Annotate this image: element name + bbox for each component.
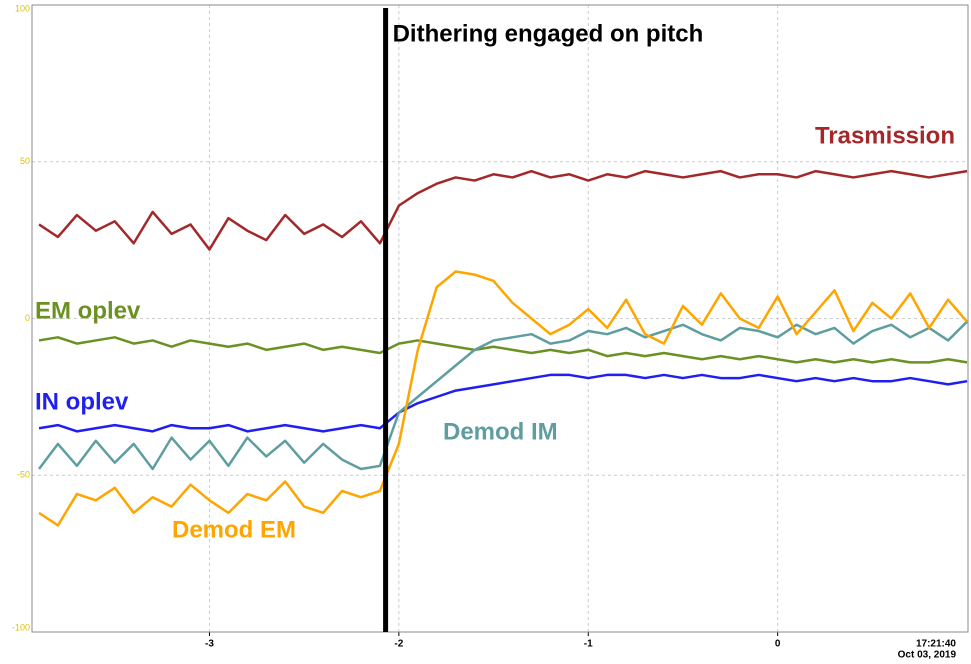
y-tick-label: 100	[15, 3, 30, 13]
series-line	[38, 320, 968, 471]
series-label: IN oplev	[35, 388, 129, 415]
plot-frame	[31, 4, 969, 633]
series-label: EM oplev	[35, 297, 141, 324]
timestamp: Oct 03, 2019	[898, 650, 957, 661]
series-label: Demod IM	[443, 418, 558, 445]
series-line	[38, 270, 968, 527]
y-tick-label: 0	[25, 313, 30, 323]
x-tick-label: 0	[775, 639, 781, 650]
timestamp: 17:21:40	[916, 639, 956, 650]
y-tick-label: -50	[17, 470, 30, 480]
y-tick-label: 50	[20, 156, 30, 166]
series-label: Demod EM	[172, 516, 296, 543]
x-tick-label: -1	[584, 639, 593, 650]
series-line	[38, 373, 968, 433]
series-line	[38, 169, 968, 251]
series-line	[38, 336, 968, 364]
y-tick-label: -100	[12, 622, 30, 632]
x-tick-label: -2	[394, 639, 403, 650]
annotation: Dithering engaged on pitch	[393, 20, 704, 47]
series-label: Trasmission	[815, 122, 955, 149]
x-tick-label: -3	[205, 639, 214, 650]
